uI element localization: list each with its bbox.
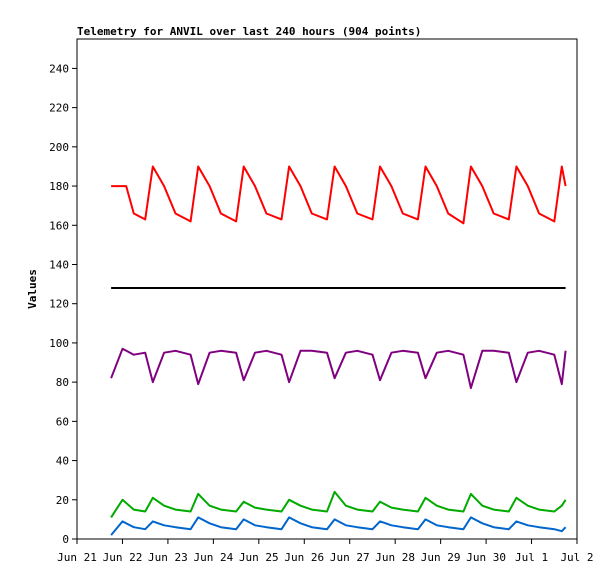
x-tick-label: Jun 22 [103,551,143,564]
y-tick-label: 200 [49,141,69,154]
x-tick-label: Jun 27 [330,551,370,564]
y-tick-label: 240 [49,62,69,75]
y-tick-label: 100 [49,337,69,350]
x-tick-label: Jun 23 [148,551,188,564]
y-axis: 0 20 40 60 80 100 120 140 160 180 200 220 240 [49,62,77,546]
y-tick-label: 120 [49,298,69,311]
y-tick-label: 160 [49,219,69,232]
y-tick-label: 0 [62,533,69,546]
x-tick-label: Jun 28 [375,551,415,564]
x-axis: Jun 21 Jun 22 Jun 23 Jun 24 Jun 25 Jun 26 Jun … [57,539,594,564]
x-tick-label: Jun 29 [421,551,461,564]
x-tick-label: Jul 2 [560,551,593,564]
series-line-3 [110,347,567,389]
y-tick-label: 60 [56,415,69,428]
series-line-4 [110,490,567,518]
y-tick-label: 180 [49,180,69,193]
plot-frame [76,38,578,540]
y-tick-label: 20 [56,494,69,507]
x-tick-label: Jun 30 [466,551,506,564]
y-tick-label: 220 [49,102,69,115]
x-tick-label: Jun 26 [284,551,324,564]
series-line-5 [110,516,567,536]
y-tick-label: 80 [56,376,69,389]
x-tick-label: Jun 24 [193,551,233,564]
y-tick-label: 140 [49,258,69,271]
chart-title: Telemetry for ANVIL over last 240 hours … [77,25,421,38]
x-tick-label: Jul 1 [515,551,548,564]
series-group [110,165,567,536]
x-tick-label: Jun 21 [57,551,97,564]
series-line-1 [111,165,567,225]
x-tick-label: Jun 25 [239,551,279,564]
y-tick-label: 40 [56,455,69,468]
y-axis-label: Values [26,269,39,309]
